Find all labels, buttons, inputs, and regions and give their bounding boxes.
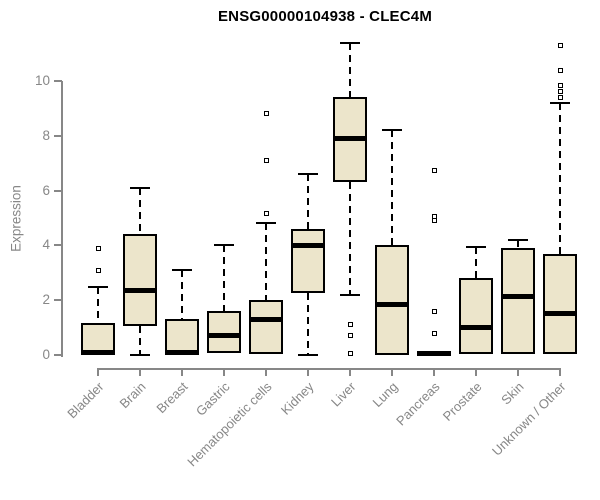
outlier-unknown-other-1 [557, 89, 563, 95]
y-tick [54, 80, 62, 82]
outlier-hematopoietic-cells-1 [263, 157, 269, 163]
y-tick [54, 244, 62, 247]
whisker-high-prostate [475, 246, 477, 279]
whisker-cap-high-prostate [466, 245, 486, 248]
x-tick [433, 368, 435, 376]
box-prostate [459, 278, 493, 354]
outlier-unknown-other-0 [557, 94, 563, 100]
y-tick-label: 0 [42, 347, 50, 362]
y-tick [54, 299, 62, 302]
outlier-pancreas-4 [431, 167, 437, 173]
chart-title: ENSG00000104938 - CLEC4M [217, 8, 433, 25]
median-pancreas [417, 350, 451, 356]
whisker-cap-high-skin [508, 238, 528, 241]
box-breast [165, 319, 199, 355]
y-axis-title: Expression [8, 185, 24, 252]
whisker-high-breast [181, 270, 183, 320]
median-hematopoietic-cells [249, 316, 283, 322]
x-axis-line [97, 368, 561, 370]
box-gastric [207, 311, 241, 353]
outlier-unknown-other-4 [557, 42, 563, 48]
whisker-cap-low-liver [340, 293, 360, 296]
x-tick [97, 368, 99, 376]
whisker-cap-high-bladder [88, 285, 108, 288]
outlier-liver-0 [347, 351, 353, 357]
outlier-unknown-other-3 [557, 67, 563, 73]
box-lung [375, 245, 409, 355]
median-kidney [291, 242, 325, 248]
x-tick [223, 368, 225, 376]
y-tick-label: 2 [42, 292, 50, 308]
whisker-cap-high-brain [130, 186, 150, 189]
y-tick-label: 6 [42, 182, 50, 198]
whisker-cap-low-kidney [298, 354, 318, 356]
median-brain [123, 288, 157, 294]
y-axis-line [61, 81, 63, 357]
outlier-pancreas-3 [431, 214, 437, 220]
whisker-high-lung [391, 130, 393, 246]
x-tick [307, 368, 309, 376]
whisker-cap-high-hematopoietic-cells [256, 222, 276, 225]
whisker-high-skin [517, 239, 519, 249]
x-tick [139, 368, 141, 376]
y-tick [54, 189, 62, 192]
box-kidney [291, 228, 325, 294]
whisker-high-gastric [223, 245, 225, 312]
whisker-cap-high-lung [382, 129, 402, 132]
median-liver [333, 136, 367, 142]
outlier-bladder-1 [95, 245, 101, 251]
x-tick [559, 368, 561, 376]
box-bladder [81, 323, 115, 355]
box-unknown-other [543, 253, 577, 354]
whisker-high-kidney [307, 174, 309, 229]
whisker-low-kidney [307, 293, 309, 355]
whisker-high-brain [139, 187, 141, 235]
whisker-low-liver [349, 182, 351, 295]
x-tick [475, 368, 477, 376]
outlier-hematopoietic-cells-0 [263, 211, 269, 217]
whisker-high-hematopoietic-cells [265, 223, 267, 301]
x-tick [349, 368, 351, 376]
box-hematopoietic-cells [249, 300, 283, 354]
median-lung [375, 301, 409, 307]
whisker-cap-high-unknown-other [550, 101, 570, 104]
median-bladder [81, 350, 115, 356]
box-brain [123, 234, 157, 327]
x-tick [265, 368, 267, 376]
x-tick [517, 368, 519, 376]
whisker-cap-high-breast [172, 269, 192, 272]
whisker-high-unknown-other [559, 102, 561, 254]
y-tick [54, 354, 62, 356]
outlier-liver-1 [347, 333, 353, 339]
outlier-liver-2 [347, 322, 353, 328]
median-unknown-other [543, 311, 577, 317]
median-prostate [459, 325, 493, 331]
y-tick-label: 4 [42, 237, 50, 253]
whisker-low-brain [139, 326, 141, 355]
outlier-pancreas-0 [431, 330, 437, 336]
whisker-high-liver [349, 42, 351, 98]
box-skin [501, 248, 535, 354]
outlier-bladder-0 [95, 267, 101, 273]
outlier-hematopoietic-cells-2 [263, 111, 269, 117]
x-tick [391, 368, 393, 376]
whisker-high-bladder [97, 286, 99, 324]
whisker-cap-high-kidney [298, 173, 318, 176]
median-skin [501, 293, 535, 299]
whisker-cap-high-liver [340, 41, 360, 44]
y-tick-label: 8 [42, 127, 50, 143]
whisker-cap-high-gastric [214, 244, 234, 247]
whisker-cap-low-brain [130, 354, 150, 356]
outlier-pancreas-1 [431, 308, 437, 314]
x-tick [181, 368, 183, 376]
median-breast [165, 350, 199, 356]
y-tick-label: 10 [34, 73, 50, 88]
outlier-unknown-other-2 [557, 82, 563, 88]
median-gastric [207, 333, 241, 339]
y-tick [54, 134, 62, 137]
